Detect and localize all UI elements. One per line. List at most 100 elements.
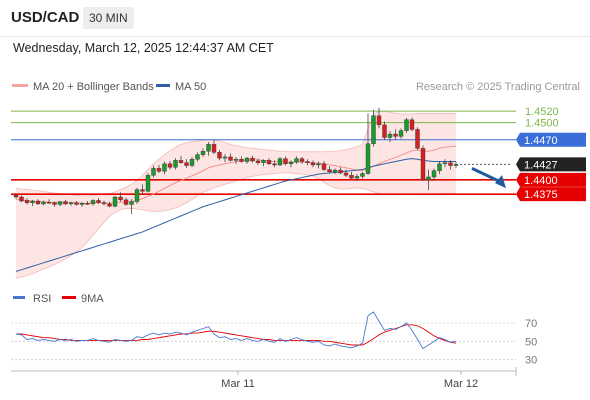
candle-body <box>283 158 288 165</box>
timestamp: Wednesday, March 12, 2025 12:44:37 AM CE… <box>13 41 274 55</box>
candle-body <box>305 161 310 163</box>
candle-body <box>145 175 151 192</box>
candle-body <box>57 201 63 205</box>
price-tag-1.4427 <box>516 157 586 172</box>
candle-body <box>365 143 371 174</box>
candle-body <box>85 203 90 205</box>
price-tag-1.4400 <box>516 172 586 187</box>
candle-body <box>101 202 107 205</box>
candle-body <box>250 157 255 162</box>
candle-body <box>382 124 387 138</box>
legend-label-9ma: 9MA <box>81 293 104 305</box>
candle-body <box>24 200 30 203</box>
legend-swatch-ma50 <box>156 84 170 87</box>
rsi-plot: RSI 9MA 70 50 30 <box>11 293 537 367</box>
candle-body <box>448 162 453 166</box>
candle-body <box>332 169 338 173</box>
rsi-level-label-30: 30 <box>525 355 537 367</box>
ma50-line <box>15 158 456 272</box>
rsi-line <box>15 311 457 350</box>
legend-swatch-ma20 <box>12 84 28 87</box>
candle-body <box>41 201 46 205</box>
candle-body <box>35 200 41 205</box>
timeframe-button[interactable]: 30 MIN <box>83 7 134 29</box>
candle-body <box>343 172 349 176</box>
candle-body <box>13 195 19 198</box>
candle-body <box>431 170 437 178</box>
candle-body <box>112 196 118 207</box>
x-tick-label: Mar 11 <box>221 378 254 390</box>
legend-label-rsi: RSI <box>33 293 51 305</box>
candle-body <box>79 203 85 205</box>
candle-body <box>420 148 426 181</box>
candle-body <box>261 160 266 163</box>
price-tag-1.4470 <box>516 132 586 147</box>
candle-body <box>387 133 393 138</box>
candle-body <box>151 168 156 176</box>
source-credit: Research © 2025 Trading Central <box>416 81 580 93</box>
candle-body <box>74 202 79 205</box>
rsi-9ma-line <box>16 324 457 346</box>
candle-body <box>453 164 459 166</box>
candle-body <box>239 159 244 162</box>
symbol-title: USD/CAD <box>11 9 80 26</box>
candle-body <box>167 163 173 168</box>
candle-body <box>211 144 217 153</box>
candle-body <box>222 156 228 159</box>
candle-body <box>162 163 167 172</box>
candle-body <box>277 158 283 166</box>
rsi-level-label-50: 50 <box>525 336 537 348</box>
candle-body <box>310 162 316 166</box>
candle-body <box>189 159 195 166</box>
candle-body <box>442 162 448 165</box>
candle-body <box>398 130 404 137</box>
candle-body <box>299 158 305 162</box>
chart-header: USD/CAD 30 MIN <box>0 0 590 37</box>
legend-label-ma50: MA 50 <box>175 81 206 93</box>
candle-body <box>327 169 332 173</box>
candle-body <box>338 169 343 174</box>
candle-body <box>90 200 96 205</box>
price-tag-label-1.4427: 1.4427 <box>524 159 558 171</box>
candle-body <box>349 175 354 179</box>
candle-body <box>178 160 184 163</box>
chart-legend: MA 20 + Bollinger Bands MA 50 Research ©… <box>12 81 580 93</box>
level-label-1.4520: 1.4520 <box>525 106 559 118</box>
candle-body <box>415 129 420 149</box>
candle-body <box>200 151 206 155</box>
candle-body <box>96 200 101 203</box>
forecast-arrow-head <box>495 175 506 189</box>
candle-body <box>233 159 239 161</box>
candle-body <box>426 176 431 181</box>
candle-body <box>354 176 360 179</box>
candle-body <box>376 115 382 126</box>
candle-body <box>404 119 409 131</box>
candle-body <box>52 202 57 205</box>
legend-swatch-rsi <box>13 296 25 299</box>
candle-body <box>272 163 277 166</box>
candle-body <box>129 201 134 205</box>
candle-body <box>409 119 415 130</box>
price-tag-label-1.4400: 1.4400 <box>524 175 558 187</box>
candle-body <box>266 160 272 165</box>
candle-body <box>107 203 112 207</box>
candle-body <box>244 157 250 162</box>
level-label-1.4500: 1.4500 <box>525 118 559 130</box>
candle-body <box>294 158 299 163</box>
candle-body <box>255 160 261 163</box>
candle-body <box>206 144 211 152</box>
candle-body <box>63 201 68 205</box>
forecast-arrow-shaft <box>471 167 502 184</box>
price-tag-1.4375 <box>516 187 586 202</box>
legend-label-ma20: MA 20 + Bollinger Bands <box>33 81 154 93</box>
rsi-level-label-70: 70 <box>525 318 537 330</box>
candle-body <box>140 189 145 192</box>
candle-body <box>321 163 327 170</box>
legend-swatch-9ma <box>62 296 76 299</box>
time-axis: Mar 11 Mar 12 <box>11 367 517 390</box>
candle-body <box>134 189 140 202</box>
candle-body <box>217 152 222 159</box>
candle-body <box>19 196 24 202</box>
